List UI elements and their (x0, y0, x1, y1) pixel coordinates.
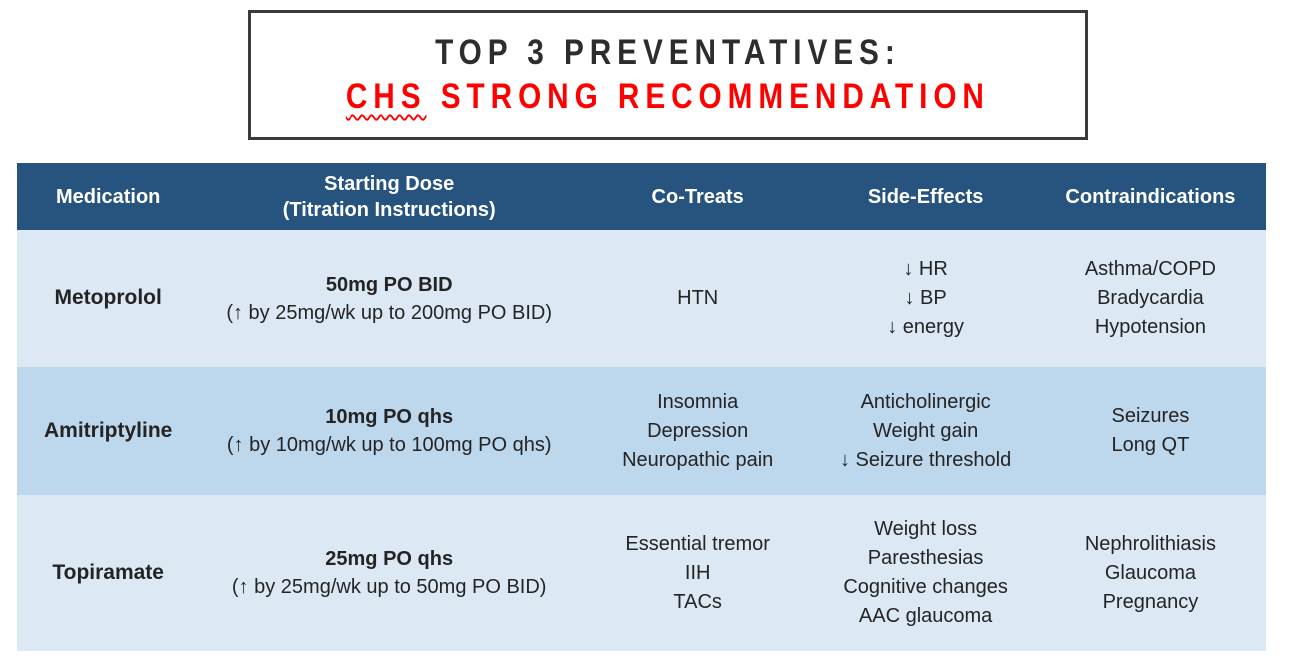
title-box: TOP 3 PREVENTATIVES: CHS STRONG RECOMMEN… (248, 10, 1088, 140)
contraindications-cell: Seizures Long QT (1111, 405, 1190, 456)
side-effects-cell: Anticholinergic Weight gain ↓ Seizure th… (840, 390, 1012, 471)
dose-titration: (↑ by 10mg/wk up to 100mg PO qhs) (226, 434, 552, 456)
dose-main: 50mg PO BID (325, 273, 453, 296)
column-header-starting-dose: Starting Dose (Titration Instructions) (282, 172, 496, 221)
preventatives-table: Medication Starting Dose (Titration Inst… (17, 163, 1266, 651)
table-row-metoprolol: Metoprolol 50mg PO BID (↑ by 25mg/wk up … (17, 230, 1266, 367)
starting-dose-cell: 50mg PO BID (↑ by 25mg/wk up to 200mg PO… (199, 230, 579, 367)
dose-main: 25mg PO qhs (325, 548, 454, 570)
side-effects-cell: ↓ HR ↓ BP ↓ energy (887, 258, 964, 338)
medication-cell: Topiramate (52, 560, 164, 584)
medication-cell: Amitriptyline (43, 418, 173, 442)
title-highlighted-acronym: CHS (345, 77, 427, 116)
column-header-medication: Medication (55, 185, 161, 208)
table-header-row: Medication Starting Dose (Titration Inst… (17, 163, 1266, 230)
medication-cell: Metoprolol (54, 286, 162, 310)
title-line-2-rest: STRONG RECOMMENDATION (426, 77, 991, 116)
contraindications-cell: Nephrolithiasis Glaucoma Pregnancy (1084, 532, 1216, 613)
table-row-amitriptyline: Amitriptyline 10mg PO qhs (↑ by 10mg/wk … (17, 367, 1266, 495)
title-line-1: TOP 3 PREVENTATIVES: (435, 33, 901, 72)
table-row-topiramate: Topiramate 25mg PO qhs (↑ by 25mg/wk up … (17, 495, 1266, 651)
starting-dose-cell: 10mg PO qhs (↑ by 10mg/wk up to 100mg PO… (199, 367, 579, 495)
contraindications-cell: Asthma/COPD Bradycardia Hypotension (1084, 258, 1216, 338)
co-treats-cell: HTN (677, 287, 719, 309)
dose-titration: (↑ by 25mg/wk up to 50mg PO BID) (231, 576, 547, 598)
co-treats-cell: Insomnia Depression Neuropathic pain (622, 390, 774, 471)
dose-titration: (↑ by 25mg/wk up to 200mg PO BID) (226, 301, 553, 324)
co-treats-cell: Essential tremor IIH TACs (625, 532, 770, 613)
side-effects-cell: Weight loss Paresthesias Cognitive chang… (843, 518, 1008, 627)
column-header-co-treats: Co-Treats (651, 185, 744, 208)
column-header-side-effects: Side-Effects (867, 185, 984, 208)
column-header-contraindications: Contraindications (1065, 185, 1236, 208)
dose-main: 10mg PO qhs (325, 406, 454, 428)
title-line-2: CHS STRONG RECOMMENDATION (346, 76, 990, 118)
starting-dose-cell: 25mg PO qhs (↑ by 25mg/wk up to 50mg PO … (199, 495, 579, 651)
